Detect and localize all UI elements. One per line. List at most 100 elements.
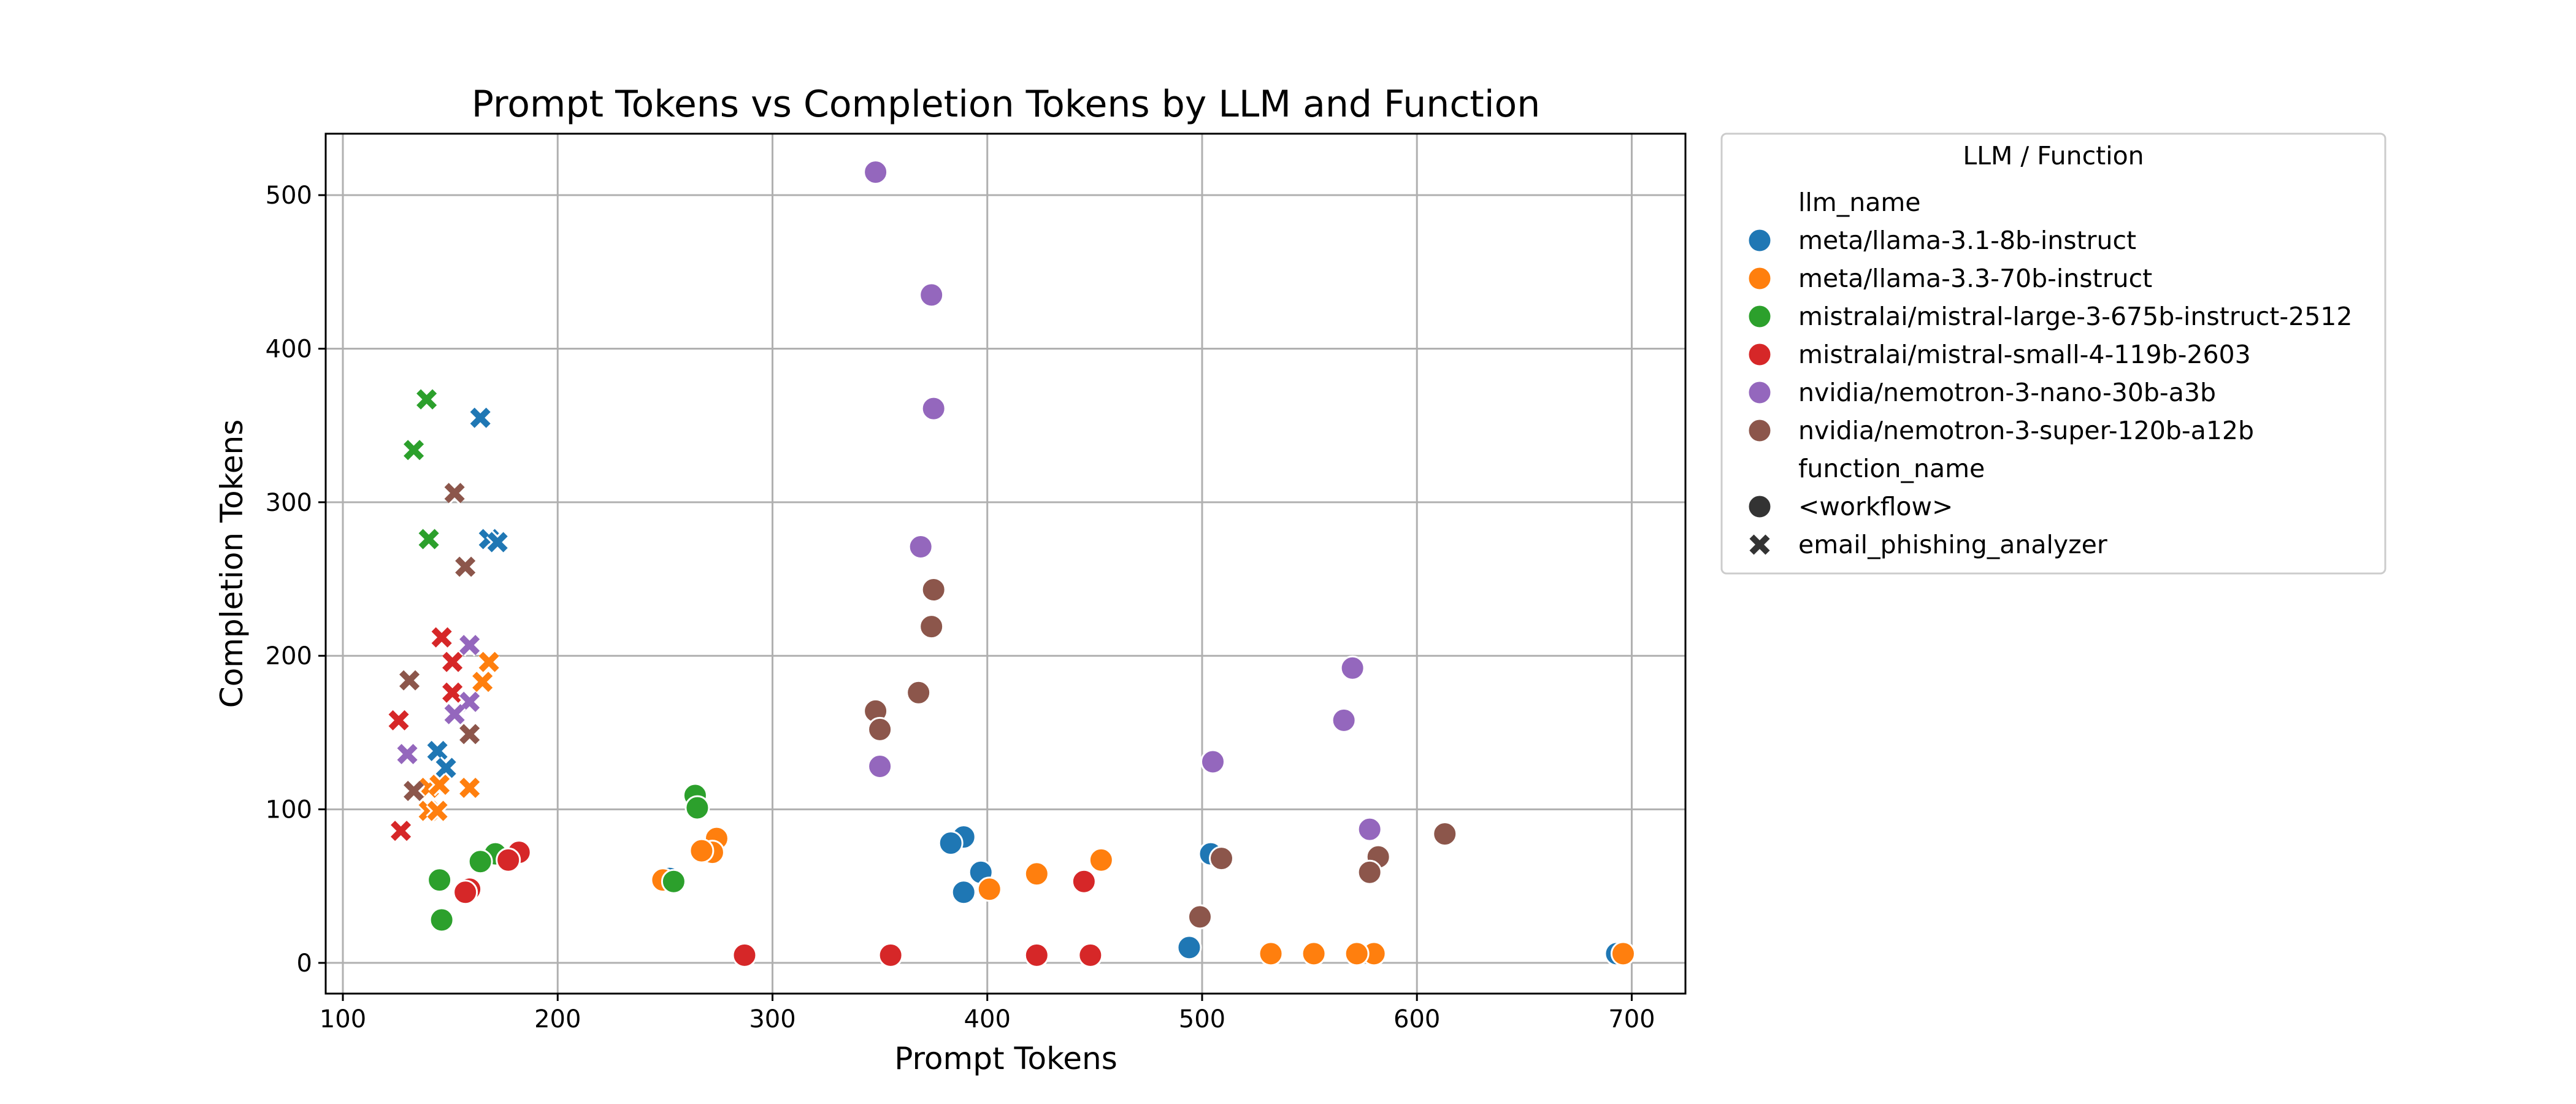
data-point-x <box>486 531 509 554</box>
plot-frame <box>324 132 1687 995</box>
data-point-x <box>458 723 481 746</box>
data-point-x-stroke <box>404 780 424 802</box>
data-point-x-stroke <box>470 407 491 428</box>
legend-style-label: email_phishing_analyzer <box>1798 530 2107 559</box>
data-point-x <box>396 742 419 766</box>
legend-title: LLM / Function <box>1963 141 2144 171</box>
data-point-x <box>471 670 494 694</box>
legend-label: mistralai/mistral-large-3-675b-instruct-… <box>1798 302 2352 331</box>
data-point-x-stroke <box>388 710 409 730</box>
data-point-circle <box>921 577 946 603</box>
data-point-circle <box>1024 861 1049 887</box>
data-point-x-stroke <box>459 691 480 712</box>
data-point-x <box>469 406 492 429</box>
legend-label: nvidia/nemotron-3-nano-30b-a3b <box>1798 378 2216 407</box>
x-tick-label: 500 <box>1179 1005 1225 1033</box>
data-point-circle <box>919 614 945 640</box>
data-point-x <box>458 690 481 713</box>
data-point-circle <box>878 942 903 968</box>
axis-ticks: 100 200 300 400 500 600 700 0 100 200 300 400 500 <box>266 182 1655 1033</box>
data-point-x <box>402 779 426 803</box>
data-point-circle <box>661 868 686 894</box>
data-point-x <box>426 739 449 763</box>
data-point-x <box>426 799 449 822</box>
legend-label: meta/llama-3.3-70b-instruct <box>1798 264 2152 293</box>
data-point-x <box>440 650 464 673</box>
legend-frame <box>1720 132 2386 575</box>
data-point-circle <box>1208 846 1234 872</box>
y-tick-label: 200 <box>266 642 312 670</box>
series-group <box>387 626 1103 968</box>
data-point-x-stroke <box>442 651 463 672</box>
data-point-circle <box>496 847 521 873</box>
data-point-circle <box>1357 816 1382 842</box>
legend-label: nvidia/nemotron-3-super-120b-a12b <box>1798 416 2254 445</box>
y-tick-label: 300 <box>266 489 312 517</box>
data-point-x-stroke <box>391 821 412 841</box>
data-point-circle <box>1187 904 1213 930</box>
legend-hue-header: llm_name <box>1798 188 1921 217</box>
data-point-circle <box>1357 859 1382 885</box>
legend-items: llm_name meta/llama-3.1-8b-instruct meta/l… <box>1747 188 2352 559</box>
data-point-x-stroke <box>444 483 465 504</box>
data-point-circle <box>467 849 493 875</box>
x-axis-label: Prompt Tokens <box>894 1041 1117 1076</box>
data-point-circle <box>1340 655 1365 681</box>
y-tick-label: 400 <box>266 335 312 364</box>
data-point-circle <box>1176 935 1202 960</box>
data-point-x-stroke <box>429 774 450 795</box>
data-point-x-stroke <box>416 389 437 410</box>
data-point-circle <box>919 282 945 308</box>
legend-swatch <box>1747 304 1773 329</box>
series-group <box>397 481 1458 930</box>
data-point-x-stroke <box>459 635 480 656</box>
x-tick-label: 400 <box>964 1005 1011 1033</box>
data-point-circle <box>1301 941 1327 967</box>
data-point-x <box>430 626 453 649</box>
data-point-circle <box>938 830 964 856</box>
legend-style-swatch <box>1748 533 1771 556</box>
data-point-x-stroke <box>459 724 480 745</box>
data-point-circle <box>1200 749 1225 775</box>
data-point-circle <box>1344 941 1370 967</box>
data-point-x <box>402 439 426 462</box>
legend-swatch <box>1747 228 1773 253</box>
data-point-circle <box>1258 941 1284 967</box>
data-point-circle <box>976 876 1002 902</box>
x-tick-label: 700 <box>1608 1005 1655 1033</box>
data-point-x <box>458 634 481 657</box>
data-point-x-stroke <box>435 757 456 778</box>
data-point-x-stroke <box>418 529 439 550</box>
data-point-circle <box>1610 941 1636 967</box>
legend-swatch <box>1747 418 1773 443</box>
data-point-x-stroke <box>444 703 465 724</box>
x-tick-label: 600 <box>1393 1005 1440 1033</box>
x-tick-label: 200 <box>534 1005 581 1033</box>
data-point-x-stroke <box>397 743 418 764</box>
data-point-x <box>415 388 439 411</box>
data-point-x <box>434 756 458 780</box>
data-point-x-stroke <box>478 651 499 672</box>
data-point-circle <box>951 880 976 905</box>
data-point-x-stroke <box>442 682 463 703</box>
data-point-circle <box>867 753 893 779</box>
data-point-x <box>453 555 477 578</box>
legend-label: meta/llama-3.1-8b-instruct <box>1798 226 2136 255</box>
data-point-x <box>427 773 451 797</box>
data-point-circle <box>1024 942 1049 968</box>
legend-swatch <box>1747 266 1773 291</box>
data-point-circle <box>863 159 889 185</box>
data-point-x-stroke <box>399 670 420 691</box>
x-tick-label: 100 <box>320 1005 366 1033</box>
data-point-circle <box>689 838 715 864</box>
data-point-x <box>440 681 464 704</box>
data-point-x-stroke <box>459 777 480 799</box>
data-point-circle <box>908 534 933 559</box>
data-point-x <box>477 650 500 673</box>
series-group <box>396 159 1382 842</box>
x-tick-label: 300 <box>749 1005 795 1033</box>
data-point-x-stroke <box>431 627 452 648</box>
data-point-x <box>387 708 410 732</box>
y-axis-label: Completion Tokens <box>214 420 250 708</box>
